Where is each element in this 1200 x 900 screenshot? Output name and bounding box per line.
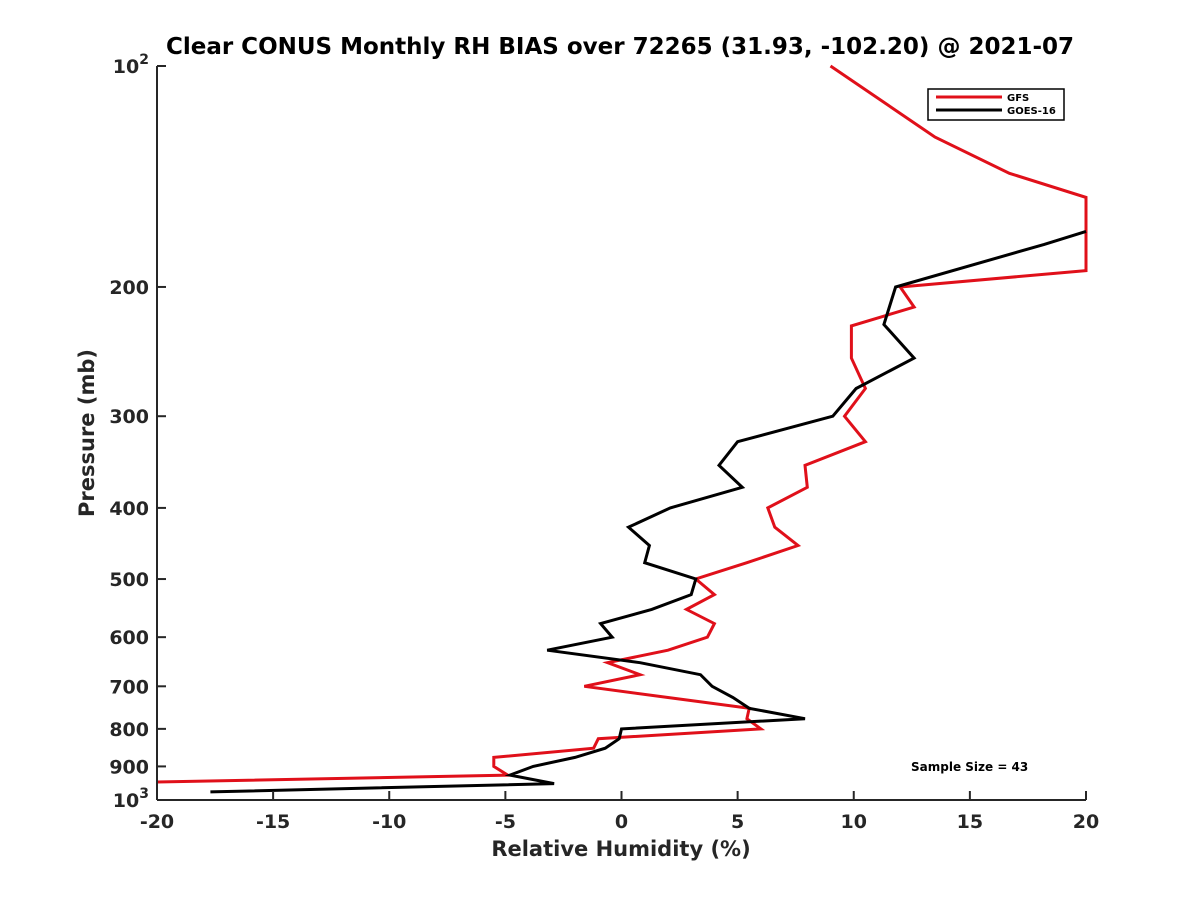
y-tick-label: 900 (109, 756, 149, 778)
x-tick-label: -5 (495, 811, 516, 833)
series-line-goes-16 (210, 229, 1087, 794)
legend-label-goes-16: GOES-16 (1007, 106, 1056, 117)
y-tick-label: 400 (109, 498, 149, 520)
y-tick-label: 500 (109, 569, 149, 591)
x-tick-label: 10 (841, 811, 867, 833)
y-tick-label: 103 (113, 786, 149, 812)
sample-size-annotation: Sample Size = 43 (911, 760, 1028, 774)
y-tick-label: 300 (109, 406, 149, 428)
x-tick-label: -20 (140, 811, 174, 833)
x-tick-label: 20 (1073, 811, 1099, 833)
y-tick-label: 200 (109, 277, 149, 299)
x-tick-label: -15 (256, 811, 290, 833)
x-tick-label: 5 (731, 811, 744, 833)
y-tick-label: 800 (109, 719, 149, 741)
x-axis-label: Relative Humidity (%) (491, 837, 750, 861)
y-tick-label: 102 (113, 52, 149, 78)
x-tick-label: -10 (372, 811, 406, 833)
y-axis-ticks: 102 200 300 400 500 600 700 800 900 103 (109, 52, 166, 812)
legend-box (927, 88, 1065, 121)
y-tick-label: 600 (109, 627, 149, 649)
legend: GFS GOES-16 (927, 88, 1065, 121)
legend-label-gfs: GFS (1007, 93, 1029, 104)
y-tick-label: 700 (109, 676, 149, 698)
x-tick-label: 0 (615, 811, 628, 833)
series-lines (156, 64, 1088, 794)
chart-title: Clear CONUS Monthly RH BIAS over 72265 (… (166, 34, 1074, 60)
x-tick-label: 15 (957, 811, 983, 833)
x-axis-ticks: -20 -15 -10 -5 0 5 10 15 20 (140, 791, 1099, 833)
y-axis-label: Pressure (mb) (75, 349, 99, 517)
